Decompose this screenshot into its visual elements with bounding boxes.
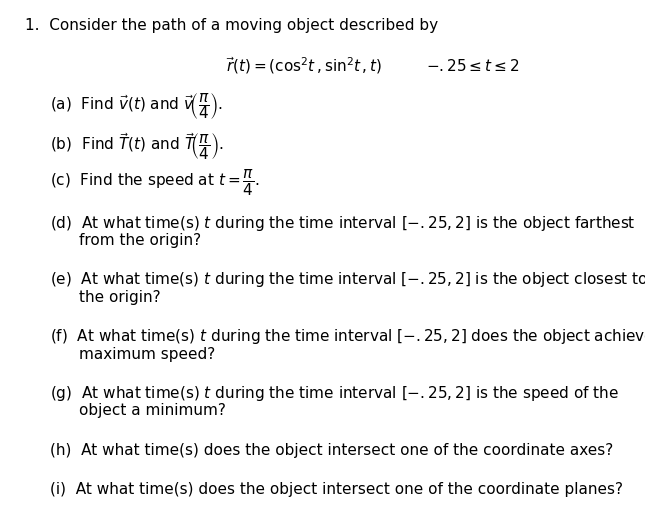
Text: (b)  Find $\vec{T}(t)$ and $\vec{T}\!\left(\dfrac{\pi}{4}\right)$.: (b) Find $\vec{T}(t)$ and $\vec{T}\!\lef…	[50, 131, 224, 162]
Text: from the origin?: from the origin?	[79, 233, 201, 248]
Text: (i)  At what time(s) does the object intersect one of the coordinate planes?: (i) At what time(s) does the object inte…	[50, 482, 623, 497]
Text: (f)  At what time(s) $t$ during the time interval $[-.25,2]$ does the object ach: (f) At what time(s) $t$ during the time …	[50, 327, 645, 346]
Text: (h)  At what time(s) does the object intersect one of the coordinate axes?: (h) At what time(s) does the object inte…	[50, 443, 613, 458]
Text: object a minimum?: object a minimum?	[79, 404, 226, 418]
Text: (a)  Find $\vec{v}(t)$ and $\vec{v}\!\left(\dfrac{\pi}{4}\right)$.: (a) Find $\vec{v}(t)$ and $\vec{v}\!\lef…	[50, 91, 223, 121]
Text: $-.25 \leq t\leq 2$: $-.25 \leq t\leq 2$	[426, 58, 519, 74]
Text: (e)  At what time(s) $t$ during the time interval $[-.25,2]$ is the object close: (e) At what time(s) $t$ during the time …	[50, 270, 645, 289]
Text: (d)  At what time(s) $t$ during the time interval $[-.25,2]$ is the object farth: (d) At what time(s) $t$ during the time …	[50, 213, 636, 233]
Text: (c)  Find the speed at $t = \dfrac{\pi}{4}$.: (c) Find the speed at $t = \dfrac{\pi}{4…	[50, 168, 260, 198]
Text: (g)  At what time(s) $t$ during the time interval $[-.25,2]$ is the speed of the: (g) At what time(s) $t$ during the time …	[50, 384, 619, 403]
Text: $\vec{r}(t) = (\mathrm{cos}^2 t\,,\mathrm{sin}^2 t\,,t)$: $\vec{r}(t) = (\mathrm{cos}^2 t\,,\mathr…	[226, 55, 382, 76]
Text: maximum speed?: maximum speed?	[79, 347, 215, 362]
Text: 1.  Consider the path of a moving object described by: 1. Consider the path of a moving object …	[25, 18, 438, 33]
Text: the origin?: the origin?	[79, 290, 161, 305]
